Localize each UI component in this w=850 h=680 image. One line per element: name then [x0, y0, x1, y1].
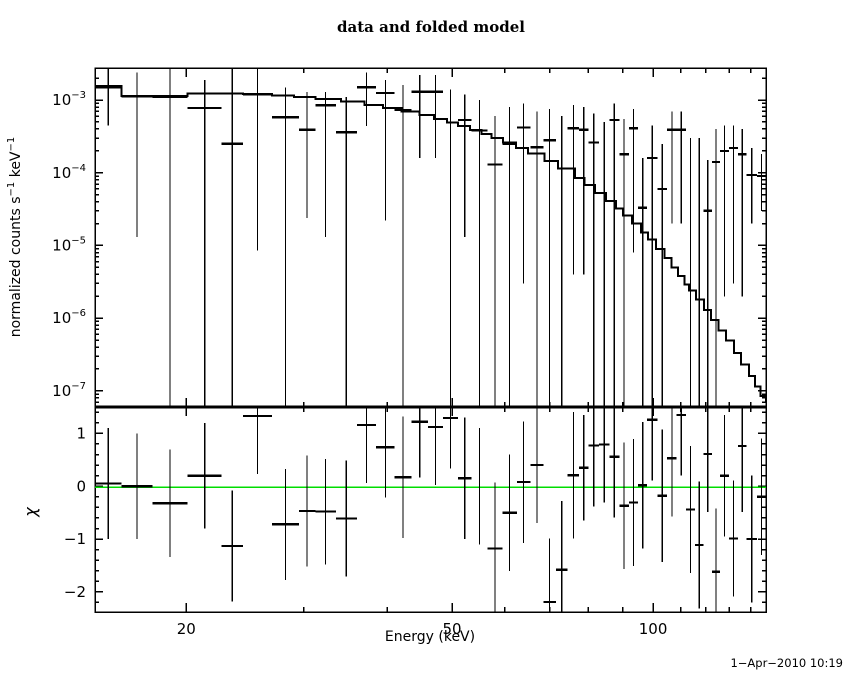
x-tick-label: 20	[177, 620, 196, 638]
residuals-y-ticks: 1 0 −1 −2	[64, 411, 766, 604]
y-tick-label: 1	[76, 424, 86, 442]
y-tick-label: 10−3	[52, 90, 86, 109]
x-axis-ticks: 20 50 100	[177, 68, 752, 638]
spectrum-y-ticks: 10−3 10−4 10−5 10−6 10−7	[52, 77, 766, 408]
timestamp-label: 1−Apr−2010 10:19	[730, 656, 843, 670]
residual-data-points	[95, 407, 766, 612]
y-tick-label: 0	[76, 477, 86, 495]
spectrum-y-axis-label: normalized counts s−1 keV−1	[6, 137, 24, 338]
residuals-panel-frame	[94, 406, 767, 613]
x-tick-label: 100	[639, 620, 668, 638]
plot-title: data and folded model	[337, 18, 525, 36]
residuals-y-axis-label: χ	[21, 507, 40, 518]
spectrum-data-points	[95, 68, 766, 407]
x-axis-label: Energy (keV)	[385, 629, 475, 645]
spectrum-panel-frame	[94, 67, 767, 408]
y-tick-label: 10−4	[52, 163, 86, 182]
folded-model-step-line	[95, 85, 767, 403]
axes-layer: 20 50 100 10−3 10−4 10−5 10−6 10−7 1 0 −1 −2 normali…	[6, 67, 767, 638]
data-layer	[95, 68, 767, 612]
y-tick-label: −1	[64, 530, 86, 548]
x-tick-label: 50	[442, 620, 461, 638]
y-tick-label: 10−7	[52, 381, 86, 400]
y-tick-label: −2	[64, 583, 86, 601]
y-tick-label: 10−5	[52, 235, 86, 254]
y-tick-label: 10−6	[52, 308, 86, 327]
